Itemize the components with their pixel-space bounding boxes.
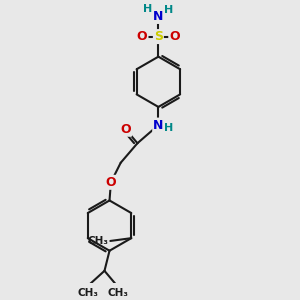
Text: N: N: [153, 118, 164, 132]
Text: S: S: [154, 30, 163, 43]
Text: O: O: [137, 30, 148, 43]
Text: O: O: [106, 176, 116, 189]
Text: H: H: [164, 123, 174, 133]
Text: CH₃: CH₃: [77, 288, 98, 298]
Text: N: N: [153, 10, 164, 23]
Text: O: O: [169, 30, 180, 43]
Text: CH₃: CH₃: [88, 236, 109, 246]
Text: CH₃: CH₃: [107, 288, 128, 298]
Text: H: H: [164, 5, 174, 15]
Text: O: O: [120, 123, 131, 136]
Text: H: H: [143, 4, 152, 14]
